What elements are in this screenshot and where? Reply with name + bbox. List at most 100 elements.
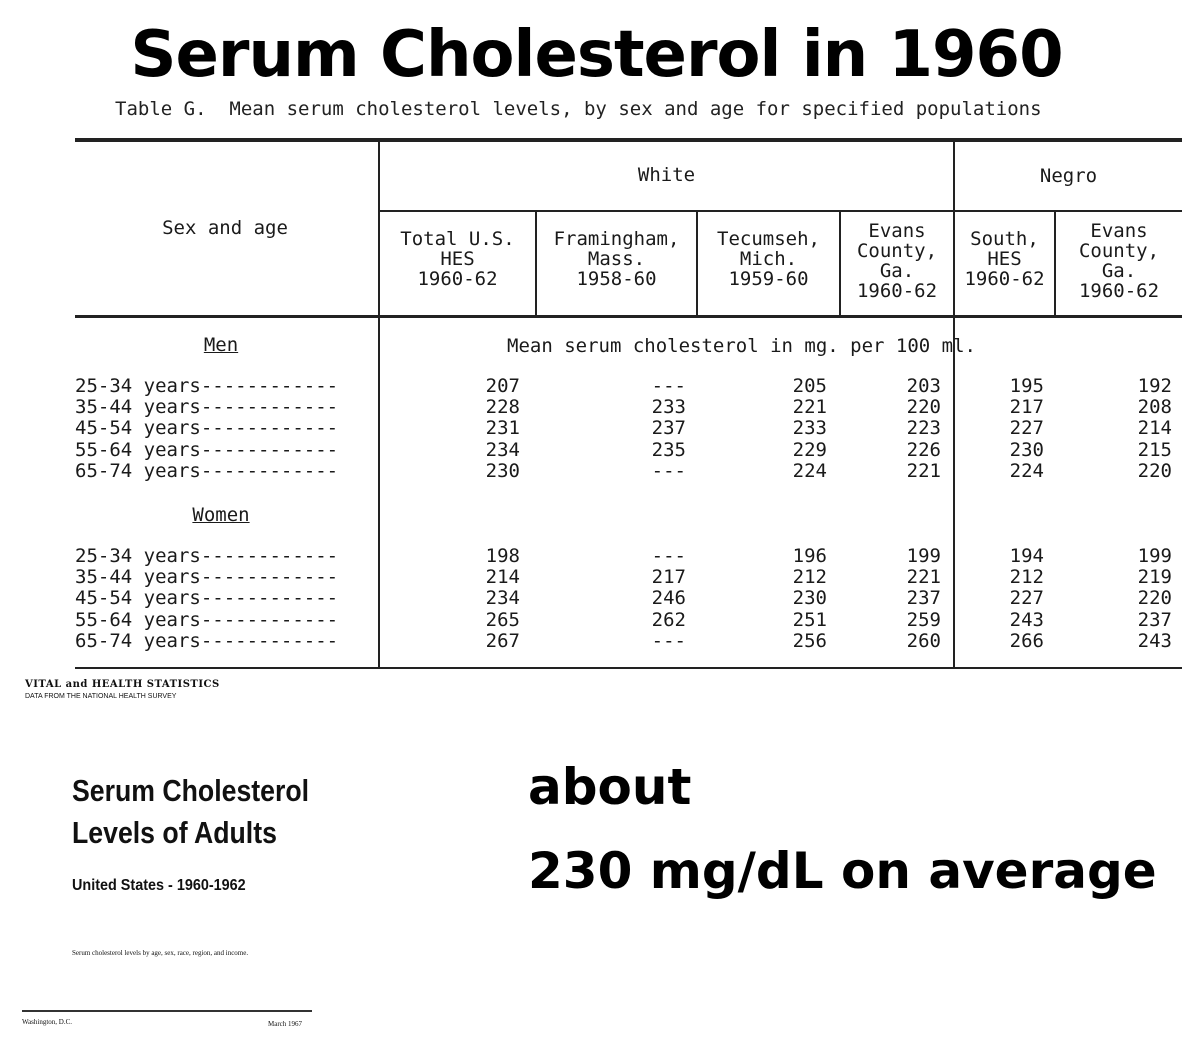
table-cell: 212 <box>792 566 827 589</box>
table-cell: 194 <box>1009 545 1044 567</box>
table-cell: 192 <box>1137 375 1172 397</box>
column-header-line: 1959-60 <box>728 268 809 290</box>
column-header-line: HES <box>987 248 1022 270</box>
table-cell: 219 <box>1137 566 1172 589</box>
group-header-negro: Negro <box>1039 165 1098 187</box>
report-date: March 1967 <box>268 1020 303 1028</box>
column-header-line: Mass. <box>587 248 646 270</box>
table-cell: 198 <box>485 545 520 567</box>
cover-divider <box>22 1010 312 1012</box>
page-headline: Serum Cholesterol in 1960 <box>130 18 1063 92</box>
column-header-line: Total U.S. <box>400 228 515 250</box>
table-caption: Table G. Mean serum cholesterol levels, … <box>115 98 1042 120</box>
column-header-5: South, HES 1960-62 <box>955 229 1054 289</box>
report-description: Serum cholesterol levels by age, sex, ra… <box>72 949 249 957</box>
column-header-line: Mich. <box>739 248 798 270</box>
table-cell: 214 <box>485 566 520 589</box>
note-line1: about <box>528 758 692 816</box>
table-cell: 233 <box>651 396 686 419</box>
report-title-line1: Serum Cholesterol <box>72 773 310 808</box>
row-age-label: 25-34 years------------ <box>75 375 339 397</box>
note-line2: 230 mg/dL on average <box>528 842 1157 900</box>
report-title-line2: Levels of Adults <box>72 815 277 850</box>
column-header-line: 1960-62 <box>417 268 498 290</box>
table-cell: 226 <box>906 438 941 461</box>
table-cell: 214 <box>1137 417 1172 440</box>
group-divider <box>953 142 955 669</box>
row-header: Sex and age <box>162 217 288 239</box>
table-cell: 235 <box>651 438 686 461</box>
col-divider-3 <box>839 212 841 316</box>
table-cell: 217 <box>651 566 686 589</box>
series-title: VITAL and HEALTH STATISTICS <box>25 679 220 690</box>
section-label-men: Men <box>203 334 239 356</box>
table-top-rule <box>75 138 1182 142</box>
table-cell: 230 <box>1009 438 1044 461</box>
report-place: Washington, D.C. <box>22 1018 72 1026</box>
table-cell: 212 <box>1009 566 1044 589</box>
table-cell: 195 <box>1009 375 1044 397</box>
table-cell: 243 <box>1009 608 1044 631</box>
table-cell: 237 <box>906 587 941 610</box>
row-age-label: 25-34 years------------ <box>75 545 339 567</box>
table-cell: 229 <box>792 438 827 461</box>
table-cell: 223 <box>906 417 941 440</box>
row-age-label: 65-74 years------------ <box>75 629 339 652</box>
table-bottom-rule <box>75 667 1182 669</box>
column-header-2: Framingham, Mass. 1958-60 <box>537 229 696 289</box>
row-age-label: 55-64 years------------ <box>75 608 339 631</box>
column-header-line: 1960-62 <box>964 268 1045 290</box>
column-header-line: Ga. <box>1101 260 1137 282</box>
table-cell: 208 <box>1137 396 1172 419</box>
table-cell: 199 <box>906 545 941 567</box>
table-cell: 221 <box>792 396 827 419</box>
table-cell: --- <box>651 375 686 397</box>
row-age-label: 35-44 years------------ <box>75 566 339 589</box>
table-cell: 217 <box>1009 396 1044 419</box>
table-cell: 230 <box>792 587 827 610</box>
col-divider-5 <box>1054 212 1056 316</box>
row-age-label: 45-54 years------------ <box>75 587 339 610</box>
table-cell: 220 <box>1137 459 1172 482</box>
table-cell: 265 <box>485 608 520 631</box>
column-header-line: Ga. <box>879 260 915 282</box>
column-header-1: Total U.S. HES 1960-62 <box>380 229 535 289</box>
table-cell: 237 <box>651 417 686 440</box>
table-cell: 220 <box>1137 587 1172 610</box>
table-cell: 203 <box>906 375 941 397</box>
table-cell: 256 <box>792 629 827 652</box>
column-header-line: 1960-62 <box>1078 280 1160 302</box>
column-header-line: Framingham, <box>553 228 680 250</box>
table-cell: 196 <box>792 545 827 567</box>
table-cell: 227 <box>1009 587 1044 610</box>
col-divider-1 <box>535 212 537 316</box>
column-header-6: Evans County, Ga. 1960-62 <box>1056 221 1182 301</box>
table-cell: --- <box>651 629 686 652</box>
table-cell: 227 <box>1009 417 1044 440</box>
table-cell: 224 <box>1009 459 1044 482</box>
table-cell: 207 <box>485 375 520 397</box>
stub-divider <box>378 142 380 669</box>
column-header-4: Evans County, Ga. 1960-62 <box>841 221 953 301</box>
section-label-women: Women <box>192 504 250 526</box>
column-header-line: 1960-62 <box>856 280 938 302</box>
table-cell: 260 <box>906 629 941 652</box>
report-subtitle: United States - 1960-1962 <box>72 877 246 894</box>
table-cell: 228 <box>485 396 520 419</box>
table-cell: 224 <box>792 459 827 482</box>
col-divider-2 <box>696 212 698 316</box>
table-cell: 251 <box>792 608 827 631</box>
table-cell: 266 <box>1009 629 1044 652</box>
unit-note: Mean serum cholesterol in mg. per 100 ml… <box>507 335 976 357</box>
table-cell: 234 <box>485 438 520 461</box>
column-header-line: HES <box>440 248 475 270</box>
header-bottom-rule <box>75 315 1182 318</box>
table-cell: 237 <box>1137 608 1172 631</box>
table-cell: 199 <box>1137 545 1172 567</box>
table-cell: 233 <box>792 417 827 440</box>
column-header-3: Tecumseh, Mich. 1959-60 <box>698 229 839 289</box>
group-header-white: White <box>637 164 696 186</box>
row-age-label: 45-54 years------------ <box>75 417 339 440</box>
row-age-label: 55-64 years------------ <box>75 438 339 461</box>
table-cell: 243 <box>1137 629 1172 652</box>
